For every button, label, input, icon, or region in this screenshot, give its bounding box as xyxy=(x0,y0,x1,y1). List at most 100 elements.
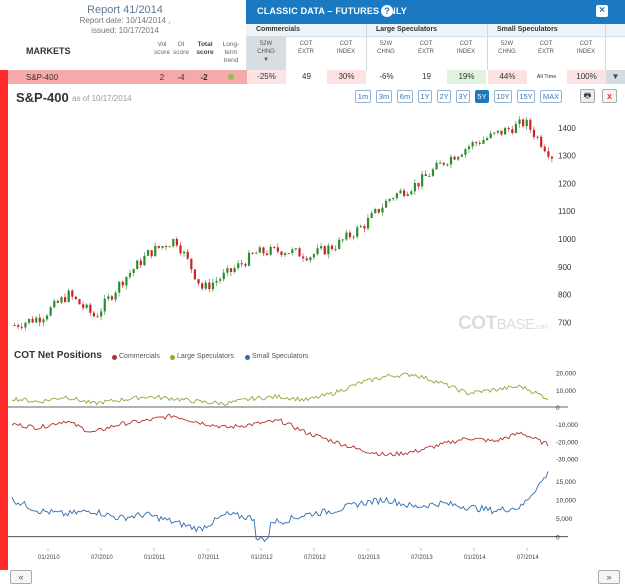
cot-ytick-upper: -10,000 xyxy=(556,422,578,429)
sub-52w-chng-large-spec[interactable]: 52W CHNG xyxy=(377,41,395,55)
candle-body xyxy=(74,296,78,300)
candle-body xyxy=(345,232,348,240)
sort-arrow-icon: ▼ xyxy=(263,57,269,63)
candle-body xyxy=(280,251,283,255)
candle-body xyxy=(540,136,543,147)
row-dropdown-button[interactable]: ▼ xyxy=(606,70,625,84)
print-icon[interactable]: 🖶 xyxy=(580,89,595,103)
cot-ytick-upper: 20,000 xyxy=(556,371,576,378)
candle-body xyxy=(406,194,409,196)
candle-body xyxy=(121,281,124,286)
legend-large-speculators[interactable]: Large Speculators xyxy=(177,353,234,360)
candle-body xyxy=(258,247,261,253)
range-button-2y[interactable]: 2Y xyxy=(437,90,451,103)
candle-body xyxy=(363,226,366,229)
report-date: Report date: 10/14/2014 , xyxy=(79,16,171,25)
cot-ytick-upper: 0 xyxy=(556,405,560,412)
price-ytick: 1100 xyxy=(558,207,576,216)
candle-body xyxy=(449,156,453,165)
range-button-3y[interactable]: 3Y xyxy=(456,90,470,103)
cot-net-positions-title: COT Net Positions xyxy=(14,350,102,361)
candle-body xyxy=(20,326,23,328)
candle-body xyxy=(208,282,211,290)
candle-body xyxy=(291,249,294,254)
candle-body xyxy=(507,128,510,130)
legend-commercials[interactable]: Commercials xyxy=(119,353,160,360)
price-ytick: 1300 xyxy=(558,152,576,161)
candle-body xyxy=(399,190,402,194)
range-button-max[interactable]: MAX xyxy=(540,90,562,103)
cot-ytick-upper: -20,000 xyxy=(556,439,578,446)
candle-body xyxy=(201,283,204,289)
candle-body xyxy=(482,139,485,144)
market-row[interactable] xyxy=(8,70,247,84)
candle-body xyxy=(251,252,254,254)
range-button-6m[interactable]: 6m xyxy=(397,90,413,103)
candle-body xyxy=(190,258,193,270)
candle-body xyxy=(514,123,518,133)
range-button-15y[interactable]: 15Y xyxy=(517,90,535,103)
legend-dot-small-speculators xyxy=(245,355,250,360)
total-score-header: Total score xyxy=(196,41,214,56)
sub-cot-index-commercials[interactable]: COT INDEX xyxy=(336,41,356,55)
sub-52w-chng-commercials[interactable]: 52W CHNG xyxy=(257,41,275,55)
candle-body xyxy=(439,162,442,164)
candle-body xyxy=(136,260,139,270)
series-line-small-speculators xyxy=(11,471,549,543)
candle-body xyxy=(475,142,478,144)
candle-body xyxy=(157,245,160,248)
range-button-5y[interactable]: 5Y xyxy=(475,90,489,103)
cotbase-watermark: COTBASE.com xyxy=(458,313,548,334)
candle-body xyxy=(107,296,110,299)
market-name[interactable]: S&P-400 xyxy=(26,73,59,82)
candle-body xyxy=(511,129,514,133)
sub-cot-extr-large-spec[interactable]: COT EXTR xyxy=(417,41,434,55)
range-button-1m[interactable]: 1m xyxy=(355,90,371,103)
sub-cot-extr-commercials[interactable]: COT EXTR xyxy=(297,41,314,55)
date-tick-label: 01/2013 xyxy=(358,555,380,561)
date-tick-label: 01/2012 xyxy=(251,555,273,561)
candle-body xyxy=(550,156,554,159)
prev-button[interactable]: « xyxy=(10,570,32,584)
candle-body xyxy=(42,319,45,323)
close-icon[interactable]: × xyxy=(596,5,608,17)
report-issued-date: issued: 10/17/2014 xyxy=(91,26,159,35)
candle-body xyxy=(139,260,142,266)
range-button-10y[interactable]: 10Y xyxy=(494,90,512,103)
candle-body xyxy=(496,130,499,133)
date-tick-label: 07/2012 xyxy=(304,555,326,561)
help-icon[interactable]: ? xyxy=(381,5,393,17)
candle-body xyxy=(435,162,438,170)
date-tick-label: 07/2010 xyxy=(91,555,113,561)
candle-body xyxy=(421,174,424,187)
candle-body xyxy=(493,132,496,134)
next-button[interactable]: » xyxy=(598,570,620,584)
oi-score-header: OI score xyxy=(173,41,189,56)
candle-body xyxy=(82,304,85,308)
candle-body xyxy=(403,190,406,196)
sub-52w-chng-small-spec[interactable]: 52W CHNG xyxy=(498,41,516,55)
candle-body xyxy=(348,232,352,237)
legend-small-speculators[interactable]: Small Speculators xyxy=(252,353,309,360)
cot-ytick-upper: 10,000 xyxy=(556,388,576,395)
range-button-3m[interactable]: 3m xyxy=(376,90,392,103)
candle-body xyxy=(320,246,323,249)
candle-body xyxy=(100,311,103,317)
sub-cot-index-small-spec[interactable]: COT INDEX xyxy=(576,41,596,55)
cot-ytick-lower: 0 xyxy=(556,535,560,542)
range-button-1y[interactable]: 1Y xyxy=(418,90,432,103)
candle-body xyxy=(78,299,81,305)
candle-body xyxy=(63,297,67,302)
sub-cot-extr-small-spec[interactable]: COT EXTR xyxy=(537,41,554,55)
date-tick-label: 01/2011 xyxy=(144,555,166,561)
candle-body xyxy=(96,316,99,318)
candle-body xyxy=(384,200,388,208)
candle-body xyxy=(103,298,106,312)
sub-cot-index-large-spec[interactable]: COT INDEX xyxy=(456,41,476,55)
candle-body xyxy=(27,318,31,323)
candle-body xyxy=(471,142,474,147)
candle-body xyxy=(233,268,236,272)
chart-close-button[interactable]: x xyxy=(602,89,617,103)
oi-score-value: -4 xyxy=(177,73,185,82)
chart-asof-date: as of 10/17/2014 xyxy=(72,94,132,103)
